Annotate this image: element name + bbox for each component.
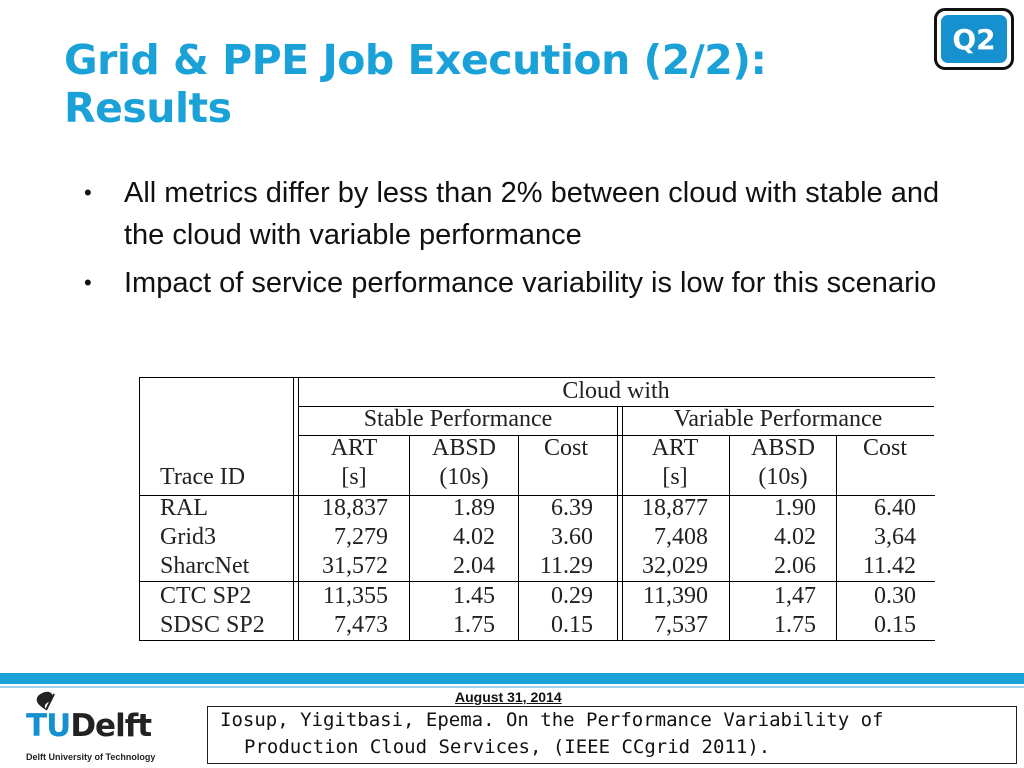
column-header-unit: [s]	[341, 464, 367, 490]
bullet-item: • Impact of service performance variabil…	[84, 262, 984, 304]
column-header-unit: [s]	[662, 464, 688, 490]
value-cell: 11.29	[539, 553, 593, 579]
trace-id-cell: RAL	[160, 495, 208, 521]
bullet-text: Impact of service performance variabilit…	[124, 267, 937, 299]
value-cell: 1.75	[774, 612, 816, 638]
table-trace-header: Trace ID	[160, 464, 246, 490]
column-header: ABSD	[750, 435, 816, 461]
slide-title-line2: Results	[64, 84, 232, 132]
slide-date: August 31, 2014	[455, 689, 562, 705]
value-cell: 18,877	[642, 495, 708, 521]
column-header: ABSD	[431, 435, 497, 461]
table-divider	[836, 435, 837, 640]
slide-title: Grid & PPE Job Execution (2/2): Results	[64, 36, 904, 132]
footer-accent-bar	[0, 673, 1024, 684]
table-divider	[622, 406, 623, 640]
value-cell: 1,47	[774, 583, 816, 609]
table-divider	[298, 378, 299, 640]
column-header-unit: (10s)	[758, 464, 808, 490]
citation-line1: Iosup, Yigitbasi, Epema. On the Performa…	[220, 709, 884, 731]
column-header-unit: (10s)	[439, 464, 489, 490]
value-cell: 4.02	[774, 524, 816, 550]
bullet-icon: •	[84, 270, 92, 295]
trace-id-cell: SharcNet	[160, 553, 250, 579]
value-cell: 11.42	[862, 553, 916, 579]
trace-id-cell: Grid3	[160, 524, 216, 550]
value-cell: 2.04	[453, 553, 495, 579]
value-cell: 0.29	[551, 583, 593, 609]
value-cell: 4.02	[453, 524, 495, 550]
value-cell: 1.90	[774, 495, 816, 521]
slide-title-line1: Grid & PPE Job Execution (2/2):	[64, 36, 767, 84]
table-divider	[409, 435, 410, 640]
value-cell: 7,473	[334, 612, 388, 638]
value-cell: 11,355	[322, 583, 388, 609]
table-subgroup-stable: Stable Performance	[363, 406, 553, 432]
footer-accent-line	[0, 686, 1024, 688]
table-divider	[518, 435, 519, 640]
column-header: Cost	[862, 435, 907, 461]
bullet-text: All metrics differ by less than 2% betwe…	[124, 177, 940, 251]
value-cell: 6.39	[551, 495, 593, 521]
value-cell: 3,64	[874, 524, 916, 550]
table-divider	[617, 406, 618, 640]
column-header: Cost	[543, 435, 588, 461]
results-table: Cloud with Stable Performance Variable P…	[139, 377, 935, 641]
value-cell: 0.15	[551, 612, 593, 638]
value-cell: 32,029	[642, 553, 708, 579]
column-header: ART	[330, 435, 378, 461]
table-divider	[293, 378, 294, 640]
value-cell: 7,279	[334, 524, 388, 550]
trace-id-cell: SDSC SP2	[160, 612, 265, 638]
bullet-icon: •	[84, 180, 92, 205]
value-cell: 31,572	[322, 553, 388, 579]
table-divider	[140, 495, 935, 496]
table-divider	[140, 581, 935, 582]
value-cell: 1.45	[453, 583, 495, 609]
value-cell: 1.89	[453, 495, 495, 521]
question-badge-label: Q2	[941, 15, 1007, 63]
value-cell: 3.60	[551, 524, 593, 550]
logo-subtitle: Delft University of Technology	[26, 752, 156, 762]
citation-box: Iosup, Yigitbasi, Epema. On the Performa…	[207, 706, 1017, 764]
bullet-list: • All metrics differ by less than 2% bet…	[84, 172, 984, 310]
tudelft-flame-icon	[36, 691, 55, 711]
logo-tu: TU	[26, 708, 71, 744]
value-cell: 18,837	[322, 495, 388, 521]
value-cell: 0.30	[874, 583, 916, 609]
value-cell: 1.75	[453, 612, 495, 638]
table-group-header: Cloud with	[562, 378, 670, 404]
value-cell: 7,408	[654, 524, 708, 550]
bullet-item: • All metrics differ by less than 2% bet…	[84, 172, 984, 256]
table-divider	[729, 435, 730, 640]
value-cell: 2.06	[774, 553, 816, 579]
value-cell: 11,390	[642, 583, 708, 609]
question-badge: Q2	[934, 8, 1014, 70]
trace-id-cell: CTC SP2	[160, 583, 252, 609]
value-cell: 7,537	[654, 612, 708, 638]
table-divider	[298, 435, 934, 436]
logo-delft: Delft	[70, 708, 152, 744]
table-subgroup-variable: Variable Performance	[673, 406, 883, 432]
tudelft-logo: TUDelft	[26, 708, 152, 744]
table-divider	[298, 406, 934, 407]
value-cell: 6.40	[874, 495, 916, 521]
citation-line2: Production Cloud Services, (IEEE CCgrid …	[244, 736, 771, 758]
column-header: ART	[651, 435, 699, 461]
value-cell: 0.15	[874, 612, 916, 638]
